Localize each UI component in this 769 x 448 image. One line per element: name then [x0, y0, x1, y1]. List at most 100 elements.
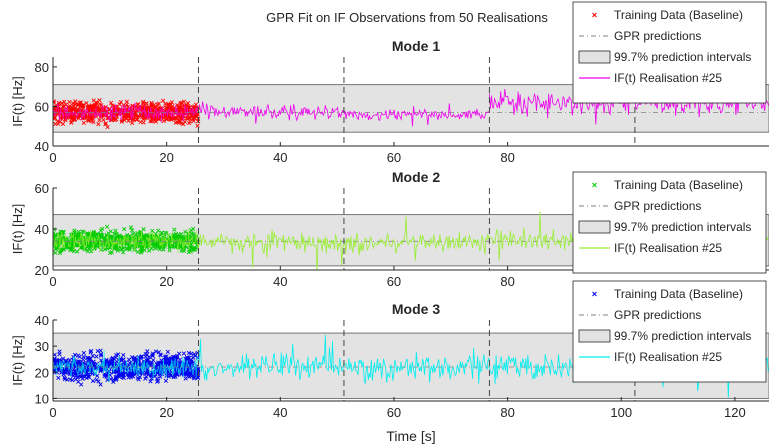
training-point [188, 228, 194, 233]
training-point [100, 226, 105, 231]
training-point [97, 117, 102, 123]
training-point [152, 242, 157, 248]
legend-patch-icon [578, 329, 611, 343]
training-point [144, 352, 149, 358]
x-tick-label: 0 [49, 274, 56, 289]
training-point [176, 351, 182, 356]
training-point [183, 229, 188, 235]
training-point [132, 371, 137, 376]
legend: Training Data (Baseline) GPR predictions 9… [572, 280, 767, 383]
training-point [121, 373, 126, 378]
training-realisation-line [53, 350, 199, 383]
training-point [104, 224, 110, 229]
legend-label-band: 99.7% prediction intervals [614, 220, 751, 234]
legend-label-training: Training Data (Baseline) [614, 8, 743, 22]
y-axis-label: IF(t) [Hz] [10, 204, 25, 255]
legend-label-band: 99.7% prediction intervals [614, 329, 751, 343]
training-point [117, 102, 122, 107]
legend-marker-icon [592, 182, 597, 188]
training-point [103, 122, 108, 127]
training-point [124, 102, 129, 107]
training-point [158, 353, 164, 358]
training-point [172, 355, 178, 360]
training-point [172, 227, 177, 232]
training-point [145, 349, 150, 354]
y-tick-label: 60 [35, 181, 49, 196]
legend-label-training: Training Data (Baseline) [614, 287, 743, 301]
y-tick-label: 80 [35, 60, 49, 75]
legend-label-realisation: IF(t) Realisation #25 [614, 350, 722, 364]
training-point [169, 100, 174, 105]
training-point [148, 379, 153, 384]
training-point [76, 229, 81, 234]
training-point [147, 248, 152, 253]
y-tick-label: 40 [35, 222, 49, 237]
x-tick-label: 80 [500, 274, 514, 289]
training-point [141, 99, 146, 104]
training-point [126, 357, 132, 362]
training-point [130, 120, 135, 126]
training-point [55, 359, 61, 364]
training-point [179, 231, 184, 237]
training-point [157, 117, 162, 122]
training-point [140, 247, 145, 252]
training-point [133, 113, 138, 118]
training-point [168, 116, 173, 121]
training-point [149, 362, 154, 367]
training-point [86, 246, 92, 251]
training-point [53, 352, 57, 357]
training-point [94, 354, 99, 359]
x-tick-label: 0 [49, 405, 56, 420]
training-point [76, 379, 81, 384]
training-point [69, 247, 74, 252]
training-point [75, 375, 80, 380]
x-tick-label: 60 [387, 150, 401, 165]
training-point [164, 362, 170, 367]
training-point [173, 120, 178, 125]
training-point [111, 379, 116, 385]
x-axis-label: Time [s] [386, 428, 435, 444]
legend-label-training: Training Data (Baseline) [614, 178, 743, 192]
panel-title: Mode 1 [392, 38, 440, 54]
training-point [173, 374, 178, 379]
training-point [121, 250, 126, 255]
training-point [81, 350, 86, 356]
training-point [92, 102, 98, 107]
training-point [144, 233, 149, 238]
training-point [192, 245, 197, 250]
training-point [98, 352, 104, 357]
training-point [143, 376, 148, 381]
training-point [96, 122, 101, 127]
training-point [104, 359, 109, 364]
panel-3: 10 20 30 40 0 20 40 60 80 100 120 Mode 3 IF(t) [Hz] T… [10, 280, 769, 420]
training-point [56, 375, 61, 380]
y-tick-label: 60 [35, 99, 49, 114]
x-tick-label: 20 [159, 274, 173, 289]
training-point [154, 362, 159, 367]
legend-label-realisation: IF(t) Realisation #25 [614, 241, 722, 255]
training-point [165, 349, 170, 354]
y-tick-label: 10 [35, 391, 49, 406]
training-point [175, 115, 180, 120]
legend: Training Data (Baseline) GPR predictions 9… [572, 171, 767, 274]
training-point [119, 357, 124, 362]
training-point [94, 243, 99, 248]
panel-title: Mode 3 [392, 301, 440, 317]
legend-label-gpr: GPR predictions [614, 308, 701, 322]
legend-marker-icon [592, 291, 597, 297]
training-point [127, 360, 132, 365]
training-point [196, 367, 201, 372]
training-point [189, 351, 194, 356]
training-point [185, 101, 191, 106]
training-point [84, 375, 89, 381]
training-point [153, 349, 159, 354]
realisation-line-segment [343, 103, 490, 127]
training-point [163, 378, 169, 383]
training-point [151, 358, 156, 363]
x-tick-label: 80 [500, 150, 514, 165]
training-point [57, 250, 63, 256]
training-point [185, 355, 190, 361]
training-point [148, 118, 153, 124]
